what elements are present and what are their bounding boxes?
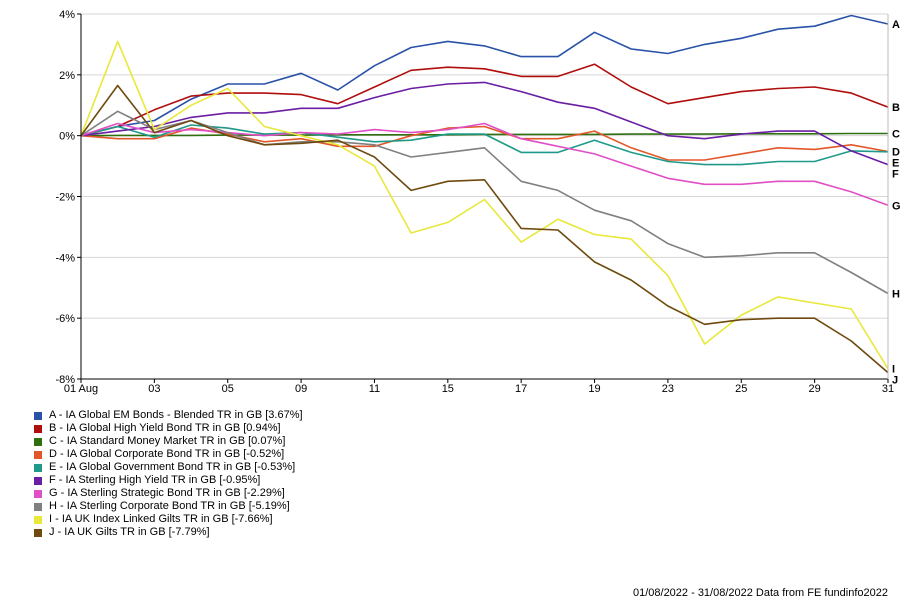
legend-label: C - IA Standard Money Market TR in GB [0… [49,435,286,447]
legend-label: I - IA UK Index Linked Gilts TR in GB [-… [49,513,273,525]
legend-swatch [34,450,42,459]
y-tick-label: 0% [59,131,75,143]
legend: A - IA Global EM Bonds - Blended TR in G… [34,409,303,539]
legend-item-j: J - IA UK Gilts TR in GB [-7.79%] [34,526,303,539]
series-line-a [80,14,889,137]
series-line-h [80,110,889,295]
series-end-label-a: A [892,19,900,31]
series-end-label-g: G [892,200,900,212]
legend-swatch [34,437,42,446]
series-end-label-c: C [892,129,900,141]
legend-item-h: H - IA Sterling Corporate Bond TR in GB … [34,500,303,513]
legend-label: H - IA Sterling Corporate Bond TR in GB … [49,500,290,512]
x-tick-label: 29 [809,383,821,395]
series-end-label-d: D [892,146,900,158]
y-tick-label: -8% [55,374,75,386]
legend-swatch [34,502,42,511]
legend-swatch [34,528,42,537]
data-source-footer: 01/08/2022 - 31/08/2022 Data from FE fun… [632,587,888,599]
legend-swatch [34,476,42,485]
legend-swatch [34,424,42,433]
legend-swatch [34,489,42,498]
series-end-label-b: B [892,102,900,114]
line-chart: 4% 2% 0% -2% -4% -6% -8%01 Aug 03 05 09 11 15 17 19 23… [55,9,900,395]
legend-label: D - IA Global Corporate Bond TR in GB [-… [49,448,285,460]
legend-label: E - IA Global Government Bond TR in GB [… [49,461,296,473]
series-line-e [80,124,889,166]
x-tick-label: 09 [295,383,307,395]
x-tick-label: 31 [882,383,894,395]
legend-label: F - IA Sterling High Yield TR in GB [-0.… [49,474,261,486]
legend-swatch [34,463,42,472]
legend-item-i: I - IA UK Index Linked Gilts TR in GB [-… [34,513,303,526]
y-tick-label: 4% [59,9,75,21]
series-line-j [80,84,889,374]
legend-item-d: D - IA Global Corporate Bond TR in GB [-… [34,448,303,461]
legend-label: G - IA Sterling Strategic Bond TR in GB … [49,487,285,499]
series-lines [80,14,889,374]
tick-labels: 4% 2% 0% -2% -4% -6% -8%01 Aug 03 05 09 11 15 17 19 23… [55,9,894,395]
x-tick-label: 19 [588,383,600,395]
x-tick-label: 05 [222,383,234,395]
legend-item-e: E - IA Global Government Bond TR in GB [… [34,461,303,474]
legend-item-f: F - IA Sterling High Yield TR in GB [-0.… [34,474,303,487]
y-tick-label: -4% [55,252,75,264]
legend-item-g: G - IA Sterling Strategic Bond TR in GB … [34,487,303,500]
legend-swatch [34,411,42,420]
series-line-g [80,122,889,207]
legend-swatch [34,515,42,524]
x-tick-label: 25 [735,383,747,395]
x-tick-label: 11 [369,383,380,395]
series-line-i [80,40,889,370]
x-tick-label: 03 [148,383,160,395]
legend-item-c: C - IA Standard Money Market TR in GB [0… [34,435,303,448]
y-tick-label: -6% [55,313,75,325]
legend-label: A - IA Global EM Bonds - Blended TR in G… [49,409,303,421]
axes [77,13,889,383]
legend-label: B - IA Global High Yield Bond TR in GB [… [49,422,281,434]
legend-item-a: A - IA Global EM Bonds - Blended TR in G… [34,409,303,422]
series-end-label-f: F [892,168,899,180]
legend-label: J - IA UK Gilts TR in GB [-7.79%] [49,526,210,538]
y-tick-label: -2% [55,192,75,204]
series-end-label-j: J [892,375,898,387]
series-end-label-e: E [892,157,899,169]
y-tick-label: 2% [59,70,75,82]
legend-item-b: B - IA Global High Yield Bond TR in GB [… [34,422,303,435]
x-tick-label: 17 [515,383,527,395]
x-tick-label: 23 [662,383,674,395]
x-tick-label: 15 [442,383,454,395]
x-tick-label: 01 Aug [64,383,98,395]
series-end-label-i: I [892,364,895,376]
series-end-label-h: H [892,289,900,301]
series-line-f [80,81,889,166]
